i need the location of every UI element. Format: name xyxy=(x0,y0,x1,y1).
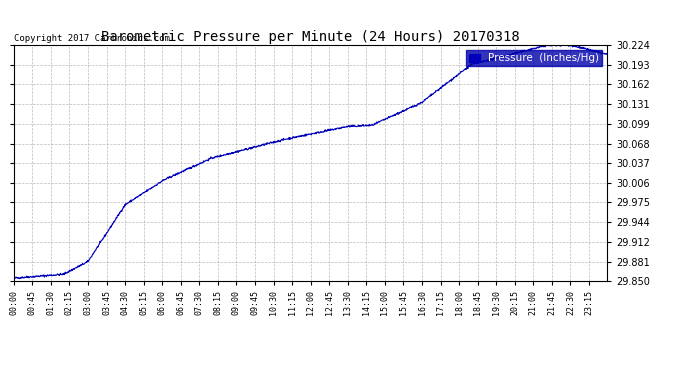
Title: Barometric Pressure per Minute (24 Hours) 20170318: Barometric Pressure per Minute (24 Hours… xyxy=(101,30,520,44)
Legend: Pressure  (Inches/Hg): Pressure (Inches/Hg) xyxy=(466,50,602,66)
Text: Copyright 2017 Cartronics.com: Copyright 2017 Cartronics.com xyxy=(14,34,170,43)
